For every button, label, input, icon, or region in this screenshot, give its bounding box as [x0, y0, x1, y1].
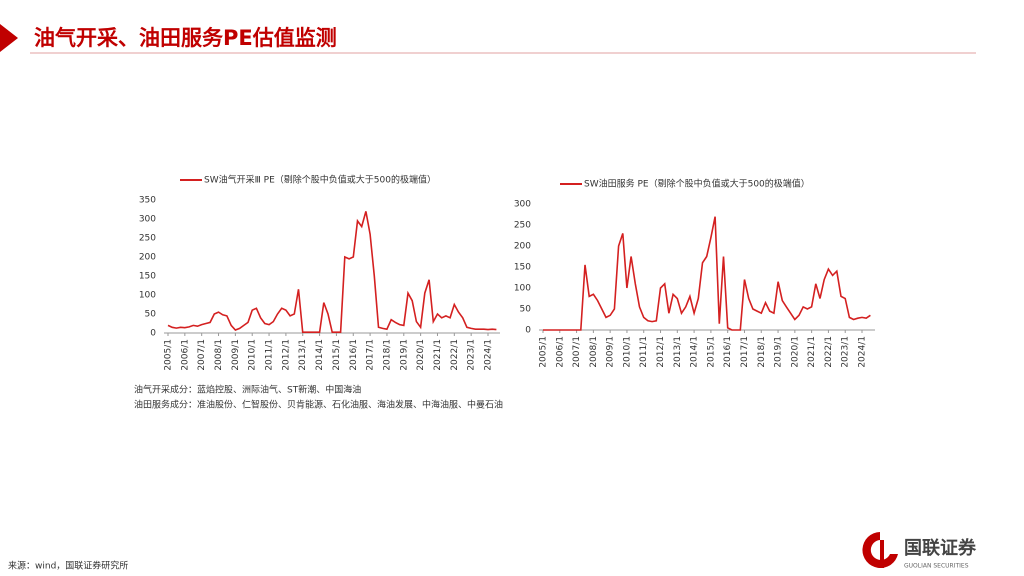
y-tick-label: 150 [139, 272, 156, 282]
x-tick-label: 2021/1 [807, 336, 817, 368]
y-tick-label: 50 [520, 305, 532, 315]
x-tick-label: 2016/1 [349, 339, 359, 371]
x-tick-label: 2012/1 [281, 339, 291, 371]
x-tick-label: 2023/1 [467, 339, 477, 371]
title-marker [0, 24, 18, 52]
x-tick-label: 2021/1 [433, 339, 443, 371]
logo-sub: GUOLIAN SECURITIES [904, 563, 969, 570]
y-tick-label: 50 [145, 310, 157, 320]
x-tick-label: 2008/1 [589, 336, 599, 368]
x-tick-label: 2006/1 [180, 339, 190, 371]
x-tick-label: 2011/1 [639, 336, 649, 368]
x-tick-label: 2019/1 [399, 339, 409, 371]
x-tick-label: 2017/1 [740, 336, 750, 368]
x-tick-label: 2018/1 [382, 339, 392, 371]
x-tick-label: 2015/1 [706, 336, 716, 368]
logo-bar [880, 540, 884, 568]
legend-label: SW油气开采Ⅲ PE（剔除个股中负值或大于500的极端值） [204, 174, 436, 186]
x-tick-label: 2022/1 [450, 339, 460, 371]
y-tick-label: 350 [139, 196, 156, 206]
y-tick-label: 250 [514, 221, 531, 231]
x-tick-label: 2009/1 [231, 339, 241, 371]
logo-text: 国联证券 [904, 537, 977, 559]
series-line [543, 216, 871, 331]
x-tick-label: 2024/1 [858, 336, 868, 368]
x-tick-label: 2010/1 [248, 339, 258, 371]
slide-title: 油气开采、油田服务PE估值监测 [34, 26, 337, 50]
x-tick-label: 2009/1 [606, 336, 616, 368]
x-tick-label: 2020/1 [416, 339, 426, 371]
x-tick-label: 2013/1 [298, 339, 308, 371]
x-tick-label: 2011/1 [265, 339, 275, 371]
note: 油田服务成分：准油股份、仁智股份、贝肯能源、石化油服、海油发展、中海油服、中曼石… [134, 399, 503, 411]
x-tick-label: 2006/1 [555, 336, 565, 368]
logo: 国联证券 GUOLIAN SECURITIES [862, 532, 977, 570]
y-tick-label: 300 [514, 200, 531, 210]
x-tick-label: 2019/1 [774, 336, 784, 368]
x-tick-label: 2008/1 [214, 339, 224, 371]
x-tick-label: 2015/1 [332, 339, 342, 371]
y-tick-label: 300 [139, 215, 156, 225]
x-tick-label: 2013/1 [673, 336, 683, 368]
series-line [167, 211, 497, 333]
y-tick-label: 250 [139, 234, 156, 244]
note: 油气开采成分：蓝焰控股、洲际油气、ST新潮、中国海油 [134, 384, 361, 396]
x-tick-label: 2007/1 [197, 339, 207, 371]
y-tick-label: 100 [139, 291, 156, 301]
x-tick-label: 2007/1 [572, 336, 582, 368]
y-tick-label: 150 [514, 263, 531, 273]
x-tick-label: 2017/1 [366, 339, 376, 371]
source: 来源：wind，国联证券研究所 [8, 560, 128, 572]
x-tick-label: 2014/1 [315, 339, 325, 371]
y-tick-label: 100 [514, 284, 531, 294]
x-tick-label: 2010/1 [622, 336, 632, 368]
logo-mark [862, 532, 898, 568]
y-tick-label: 0 [525, 326, 531, 336]
x-tick-label: 2016/1 [723, 336, 733, 368]
legend-label: SW油田服务 PE（剔除个股中负值或大于500的极端值） [584, 178, 810, 190]
x-tick-label: 2005/1 [164, 339, 174, 371]
x-tick-label: 2022/1 [824, 336, 834, 368]
y-tick-label: 0 [150, 329, 156, 339]
y-tick-label: 200 [139, 253, 156, 263]
x-tick-label: 2020/1 [790, 336, 800, 368]
x-tick-label: 2005/1 [539, 336, 549, 368]
x-tick-label: 2018/1 [757, 336, 767, 368]
x-tick-label: 2024/1 [484, 339, 494, 371]
x-tick-label: 2023/1 [841, 336, 851, 368]
x-tick-label: 2012/1 [656, 336, 666, 368]
y-tick-label: 200 [514, 242, 531, 252]
x-tick-label: 2014/1 [690, 336, 700, 368]
